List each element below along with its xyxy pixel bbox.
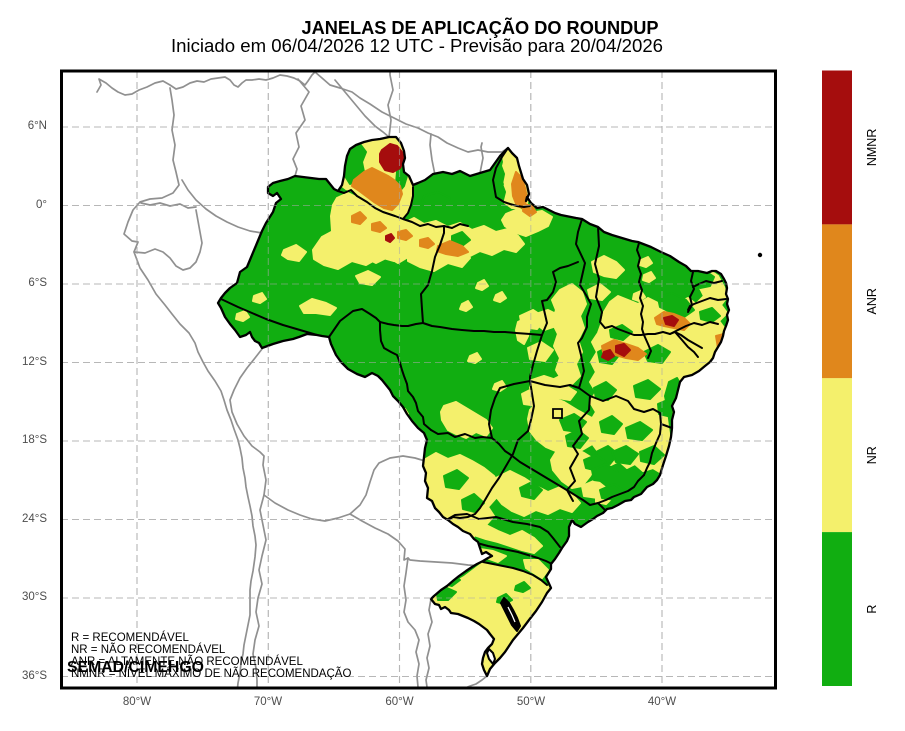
svg-text:NMNR: NMNR	[865, 129, 879, 167]
svg-text:R: R	[865, 605, 879, 614]
svg-text:ANR: ANR	[865, 288, 879, 314]
svg-text:NR: NR	[865, 446, 879, 464]
